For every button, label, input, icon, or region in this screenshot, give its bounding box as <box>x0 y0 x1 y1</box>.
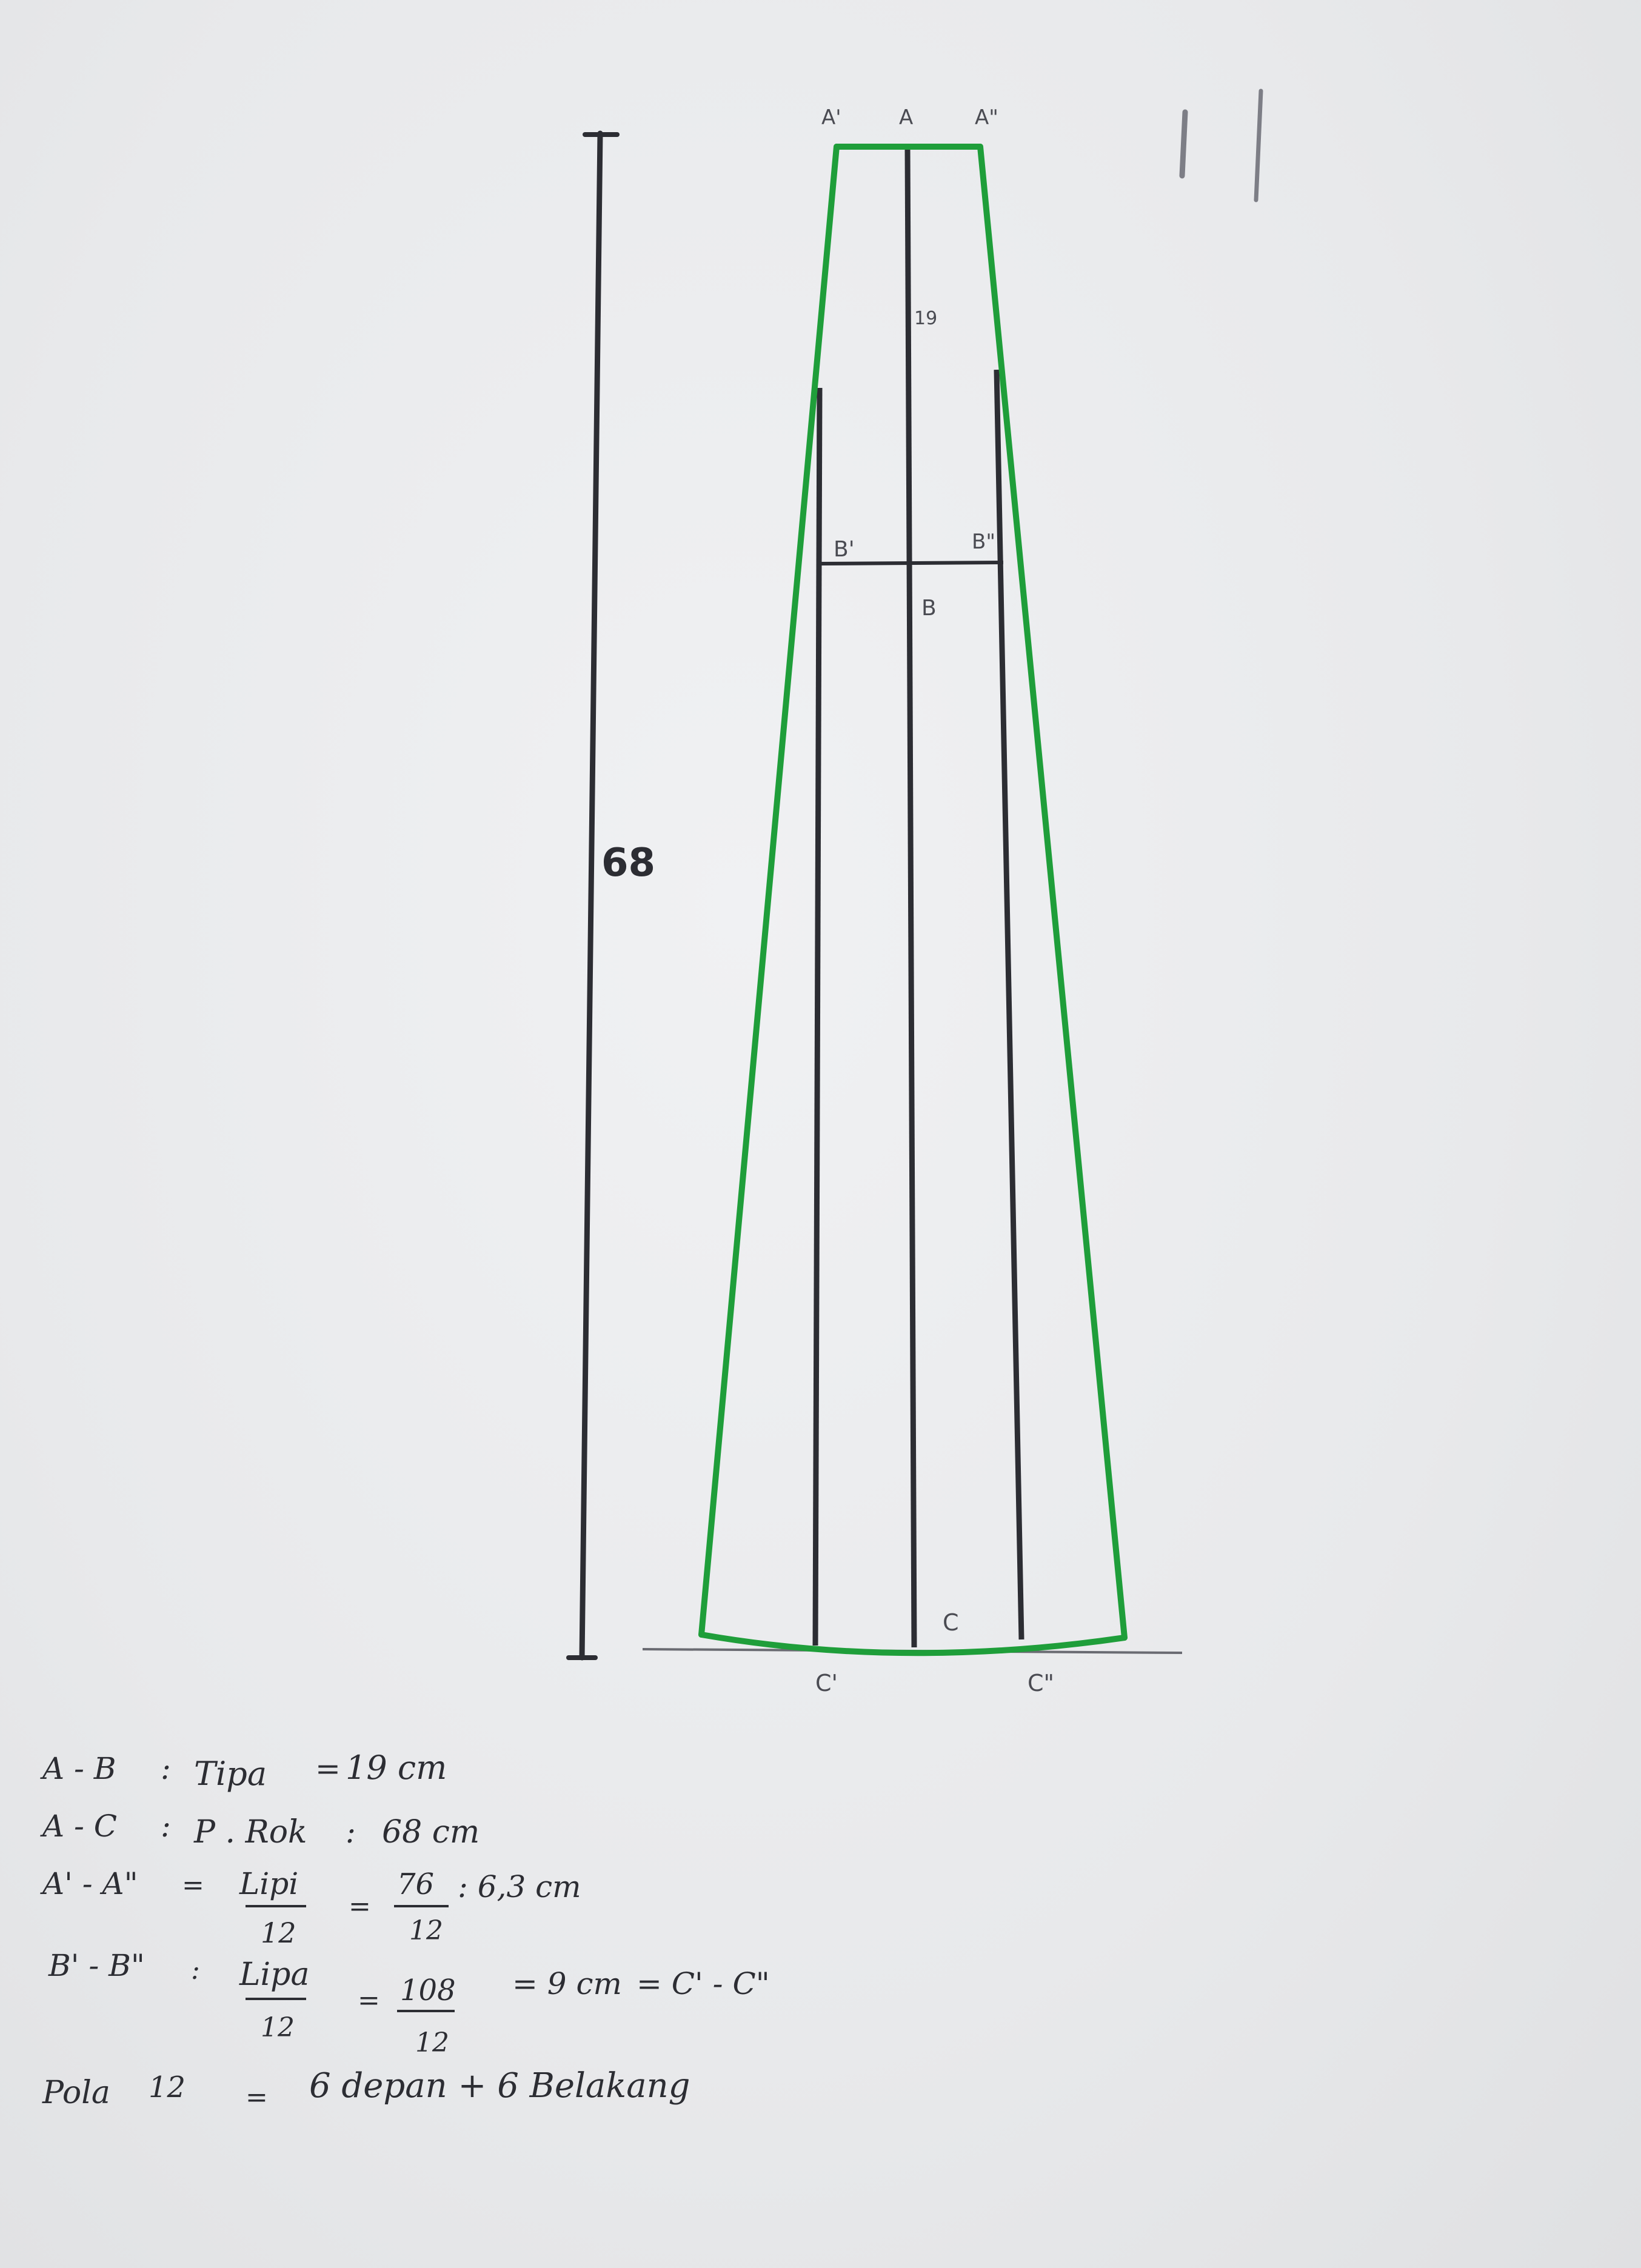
length-measure-line <box>579 130 603 1661</box>
note-pola-label: Pola <box>42 2075 110 2111</box>
note-a-c-eq: : <box>161 1809 171 1844</box>
note-b4-eq2: = <box>358 1985 380 2016</box>
center-line-a-c <box>904 145 917 1648</box>
label-b-prime: B' <box>834 537 855 562</box>
note-b4-frac1-num: Lipa <box>239 1956 309 1993</box>
note-b4-lhs: B' - B" <box>48 1948 145 1983</box>
length-measure: 68 <box>566 130 655 1661</box>
note-a-prime-a-double: A' - A" = Lipi 12 = 76 12 : 6,3 cm <box>40 1866 581 1949</box>
inner-line-right <box>994 369 1024 1640</box>
label-b: B <box>921 596 937 621</box>
note-pola-count: 12 <box>149 2070 185 2104</box>
note-b4-frac2-den: 12 <box>415 2027 449 2058</box>
note-b4-tail: = C' - C" <box>637 1966 770 2001</box>
length-measure-label: 68 <box>601 841 655 886</box>
label-a-prime: A' <box>821 105 841 130</box>
note-a-b-value: 19 cm <box>346 1749 447 1787</box>
label-c: C <box>943 1609 959 1636</box>
note-a3-frac1-den: 12 <box>261 1916 296 1949</box>
note-a-b-name: Tipa <box>194 1755 267 1793</box>
note-a-c-lhs: A - C <box>40 1809 117 1844</box>
outline-left-edge <box>698 144 840 1638</box>
label-c-double: C" <box>1028 1670 1054 1696</box>
note-pola-eq: = <box>246 2082 268 2113</box>
note-a-b-eq2: = <box>315 1751 341 1786</box>
note-b-prime-b-double: B' - B" : Lipa 12 = 108 12 = 9 cm = C' -… <box>48 1948 770 2058</box>
note-b4-eq: : <box>191 1955 200 1986</box>
note-a-c-eq2: : <box>346 1815 356 1850</box>
note-b4-frac1-den: 12 <box>261 2012 295 2043</box>
outline-right-edge <box>977 144 1128 1641</box>
label-a-double: A" <box>975 105 998 130</box>
note-a3-frac1-num: Lipi <box>239 1866 298 1901</box>
note-a3-frac2-den: 12 <box>409 1915 443 1946</box>
skirt-panel-outline <box>698 144 1128 1656</box>
note-a3-result: : 6,3 cm <box>458 1869 581 1904</box>
note-a3-lhs: A' - A" <box>40 1866 138 1901</box>
corner-pencil-marks <box>1179 88 1263 202</box>
formula-notes: A - B : Tipa = 19 cm A - C : P . Rok : 6… <box>40 1749 770 2113</box>
label-b-double: B" <box>972 530 995 554</box>
outline-hem-curve <box>698 1632 1128 1656</box>
note-b4-result: = 9 cm <box>512 1966 622 2001</box>
label-c-prime: C' <box>815 1670 838 1696</box>
note-a3-eq: = <box>182 1870 204 1901</box>
note-a-b-lhs: A - B <box>40 1751 116 1786</box>
note-a-c-name: P . Rok <box>193 1814 307 1850</box>
label-a: A <box>899 105 913 130</box>
note-b4-frac2-num: 108 <box>400 1973 456 2007</box>
note-a-c: A - C : P . Rok : 68 cm <box>40 1809 480 1850</box>
note-a-c-value: 68 cm <box>382 1814 480 1850</box>
line-b-prime-b-double <box>819 561 1004 565</box>
note-pola-text: 6 depan + 6 Belakang <box>309 2066 690 2106</box>
inner-line-left <box>812 387 823 1646</box>
note-pola: Pola 12 = 6 depan + 6 Belakang <box>42 2066 690 2113</box>
note-a-b-eq: : <box>161 1751 171 1786</box>
note-a3-frac2-num: 76 <box>397 1867 434 1901</box>
note-a3-eq2: = <box>349 1891 371 1922</box>
label-ab-length: 19 <box>914 308 937 329</box>
note-a-b: A - B : Tipa = 19 cm <box>40 1749 447 1793</box>
